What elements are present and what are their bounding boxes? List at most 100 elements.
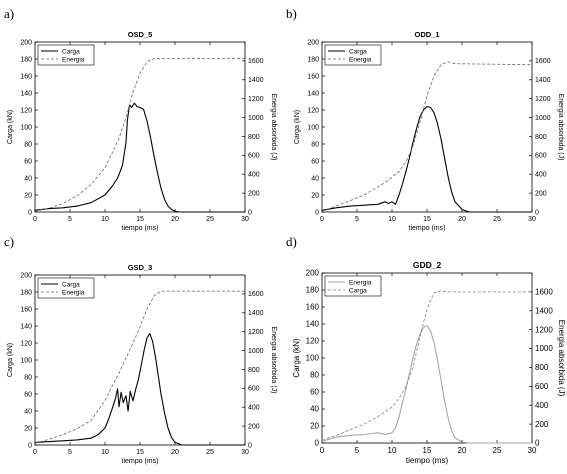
chart-title: GDD_2 [413,260,442,270]
y2-tick-label: 0 [248,442,252,449]
y-tick-label: 20 [24,425,32,432]
legend-label: Energia [62,290,85,297]
legend-label: Carga [62,49,80,56]
x-tick-label: 30 [528,216,536,223]
panel-label-a: a) [4,6,15,21]
y-tick-label: 60 [24,158,32,165]
y2-tick-label: 1400 [535,306,553,315]
y-tick-label: 40 [24,175,32,182]
y-tick-label: 60 [311,158,319,165]
y2-tick-label: 1600 [248,58,264,65]
y-tick-label: 180 [307,56,319,63]
y2-tick-label: 200 [535,420,549,429]
x-tick-label: 5 [355,216,359,223]
y-tick-label: 100 [307,124,319,131]
y-tick-label: 200 [20,272,32,279]
series-line-carga [34,333,245,446]
y-tick-label: 180 [20,56,32,63]
chart-title: GSD_3 [128,263,153,272]
y-tick-label: 40 [24,408,32,415]
y-tick-label: 180 [20,289,32,296]
x-tick-label: 25 [493,446,502,455]
plot-frame [34,274,246,446]
x-tick-label: 25 [493,216,501,223]
x-tick-label: 15 [136,216,144,223]
series-line-carga [34,102,245,213]
y2-tick-label: 600 [248,386,260,393]
x-tick-label: 5 [68,449,72,456]
y2-tick-label: 0 [535,439,540,448]
y-tick-label: 40 [311,175,319,182]
y2-axis-label: Energia absorbida (J) [557,94,564,161]
y2-tick-label: 1400 [535,77,551,84]
series-line-energia [321,61,533,212]
x-tick-label: 0 [320,446,325,455]
y2-tick-label: 600 [535,382,549,391]
x-tick-label: 0 [320,216,324,223]
y-tick-label: 80 [311,141,319,148]
x-axis-label: tiempo (ms) [406,456,449,465]
y2-tick-label: 1200 [535,325,553,334]
y-tick-label: 160 [20,306,32,313]
y2-tick-label: 1400 [248,310,264,317]
x-axis-label: tiempo (ms) [409,225,446,232]
y-tick-label: 0 [315,209,319,216]
series-line-energia [34,58,245,212]
y-tick-label: 140 [20,323,32,330]
y2-tick-label: 600 [535,153,547,160]
x-tick-label: 25 [206,449,214,456]
y-tick-label: 200 [307,39,319,46]
y-tick-label: 60 [24,391,32,398]
y-tick-label: 0 [28,442,32,449]
x-tick-label: 30 [241,449,249,456]
y-tick-label: 80 [24,141,32,148]
legend-label: Carga [349,288,367,295]
legend-label: Carga [349,49,367,56]
plot-frame [321,272,533,444]
y-axis-label: Carga (kN) [292,338,301,377]
legend-label: Energia [349,57,372,64]
x-tick-label: 15 [423,216,431,223]
panel-label-d: d) [286,234,297,249]
y-axis-label: Carga (kN) [7,110,14,144]
chart-1: OSD_50 5 10 15 20 25 3002040608010012014016018… [7,30,277,232]
y2-tick-label: 400 [535,401,549,410]
y-tick-label: 100 [306,354,320,363]
y-tick-label: 160 [20,73,32,80]
y2-tick-label: 1000 [248,348,264,355]
legend-box [37,44,95,66]
y2-tick-label: 1600 [535,58,551,65]
x-tick-label: 0 [33,449,37,456]
y2-axis-label: Energia absorbida (J) [270,327,277,394]
series-line-energia [34,290,245,444]
x-tick-label: 25 [206,216,214,223]
legend-label: Energia [349,280,372,287]
y2-tick-label: 400 [248,405,260,412]
y2-axis-label: Energia absorbida (J) [270,94,277,161]
x-tick-label: 5 [355,446,360,455]
plot-frame [321,41,533,213]
y2-tick-label: 1600 [535,288,553,297]
y2-tick-label: 400 [248,172,260,179]
legend-label: Energia [62,57,85,64]
x-tick-label: 10 [101,449,109,456]
panel-label-b: b) [286,6,297,21]
y-tick-label: 0 [315,439,320,448]
y-tick-label: 80 [310,371,319,380]
y2-tick-label: 200 [248,423,260,430]
x-tick-label: 20 [458,216,466,223]
chart-title: OSD_5 [128,30,153,39]
y-tick-label: 140 [20,90,32,97]
x-tick-label: 20 [171,449,179,456]
y-tick-label: 140 [307,90,319,97]
y2-tick-label: 200 [248,190,260,197]
y-tick-label: 40 [310,405,319,414]
legend-box [324,44,382,66]
panel-label-c: c) [4,234,15,249]
y-tick-label: 100 [20,357,32,364]
chart-4: GDD_20 5 10 15 20 25 3002040608010012014016018… [292,260,566,465]
y2-tick-label: 800 [248,367,260,374]
y-tick-label: 140 [306,320,320,329]
y2-tick-label: 1200 [248,329,264,336]
